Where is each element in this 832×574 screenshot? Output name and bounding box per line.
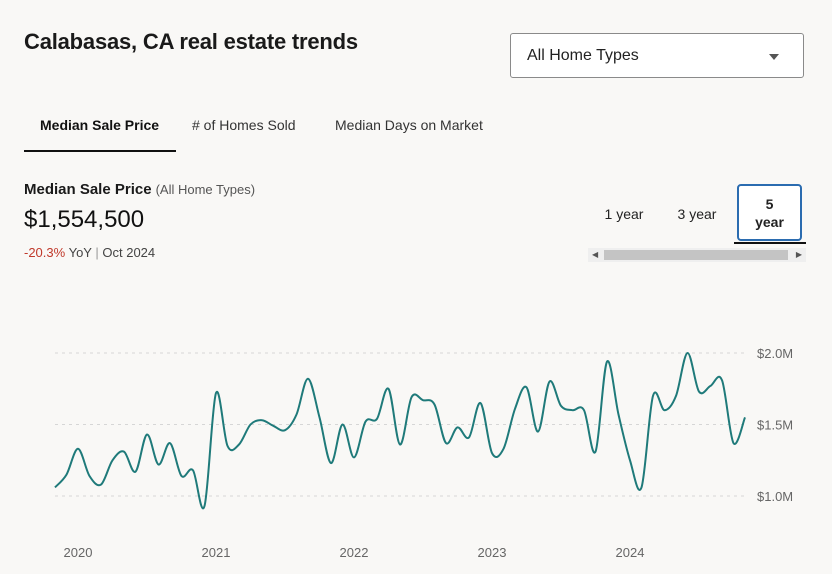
tab-label: Median Sale Price	[40, 117, 160, 133]
range-5-year-button[interactable]: 5 year	[737, 184, 802, 241]
x-tick-label: 2024	[616, 545, 645, 560]
tab-label: Median Days on Market	[335, 117, 483, 133]
x-tick-label: 2023	[478, 545, 507, 560]
metric-value: $1,554,500	[24, 206, 145, 233]
yoy-change: -20.3%	[24, 245, 66, 260]
x-tick-label: 2022	[340, 545, 369, 560]
range-3-year-button[interactable]: 3 year	[668, 204, 726, 224]
metric-label: Median Sale Price (All Home Types)	[24, 181, 255, 198]
scroll-left-icon[interactable]: ◀	[592, 250, 599, 259]
yoy-label: YoY	[68, 245, 92, 260]
scrollbar-thumb[interactable]	[604, 250, 788, 260]
metric-period: Oct 2024	[102, 245, 156, 260]
metric-sublabel: (All Home Types)	[155, 182, 256, 197]
separator: |	[95, 245, 99, 260]
tab-label: # of Homes Sold	[192, 117, 296, 133]
range-scrollbar[interactable]: ◀ ▶	[588, 248, 806, 262]
home-type-dropdown[interactable]: All Home Types	[510, 33, 804, 78]
active-range-underline	[734, 242, 806, 244]
y-tick-label: $1.5M	[757, 418, 793, 433]
page-title: Calabasas, CA real estate trends	[24, 29, 358, 54]
dropdown-selected-value: All Home Types	[527, 47, 639, 64]
range-1-year-button[interactable]: 1 year	[596, 204, 652, 224]
y-tick-label: $1.0M	[757, 489, 793, 504]
y-tick-label: $2.0M	[757, 346, 793, 361]
yoy-summary: -20.3% YoY | Oct 2024	[24, 245, 155, 260]
chevron-down-icon	[769, 54, 779, 60]
x-tick-label: 2020	[64, 545, 93, 560]
series-line	[54, 351, 746, 510]
tab-homes-sold[interactable]: # of Homes Sold	[192, 100, 312, 152]
tab-median-days-on-market[interactable]: Median Days on Market	[335, 100, 505, 152]
scroll-right-icon[interactable]: ▶	[795, 250, 802, 259]
x-tick-label: 2021	[202, 545, 231, 560]
metric-title: Median Sale Price	[24, 181, 152, 198]
tab-median-sale-price[interactable]: Median Sale Price	[24, 100, 176, 152]
